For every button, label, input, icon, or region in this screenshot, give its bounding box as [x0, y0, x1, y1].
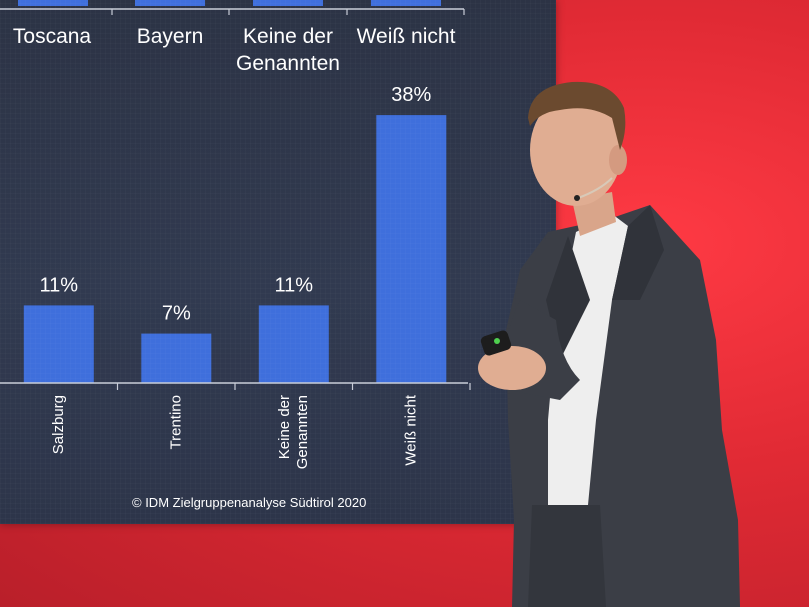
bar-2 [141, 333, 212, 383]
presenter-trousers [528, 505, 606, 607]
bar-1 [23, 305, 94, 383]
presenter-hair [528, 81, 626, 150]
category-label-line: Trentino [167, 395, 184, 449]
presenter-head [530, 94, 622, 206]
prev-bar-4 [371, 0, 441, 6]
presenter-hands [478, 346, 546, 390]
value-label-1: 11% [40, 274, 79, 296]
category-label-4: Weiß nicht [402, 394, 419, 465]
category-labels-layer: Salzburg Trentino Keine derGenannten Weiß n… [50, 394, 419, 469]
prev-bar-2 [135, 0, 205, 6]
ticks-layer [116, 383, 471, 390]
category-label-1: Salzburg [50, 395, 67, 454]
bar-4 [376, 115, 447, 383]
value-label-2: 7% [162, 303, 191, 325]
category-label-line: Genannten [294, 395, 311, 469]
top-label-weiss-nicht: Weiß nicht [357, 25, 456, 48]
clicker-led [494, 338, 500, 344]
top-label-toscana: Toscana [13, 25, 92, 48]
top-label-keine-der: Keine der [243, 25, 333, 48]
value-label-3: 11% [275, 274, 314, 296]
prev-bar-3 [253, 0, 323, 6]
bar-3 [258, 305, 329, 383]
category-label-line: Keine der [276, 395, 293, 459]
category-label-line: Weiß nicht [402, 394, 419, 465]
category-label-2: Trentino [167, 395, 184, 449]
headset-mic-tip [574, 195, 580, 201]
prev-bar-1 [18, 0, 88, 6]
previous-chart-fragment: Toscana Bayern Keine der Genannten Weiß … [0, 0, 465, 75]
presenter-ear [609, 145, 627, 175]
slide-canvas: Toscana Bayern Keine der Genannten Weiß … [0, 0, 471, 510]
source-credit: © IDM Zielgruppenanalyse Südtirol 2020 [132, 495, 366, 510]
category-label-3: Keine derGenannten [276, 395, 311, 469]
presenter-lapel-right [612, 205, 664, 300]
presentation-screen: Toscana Bayern Keine der Genannten Weiß … [0, 0, 556, 524]
bars-layer: 11% 7% 11% 38% [23, 84, 447, 383]
headset-mic [577, 177, 613, 199]
category-label-line: Salzburg [50, 395, 67, 454]
top-label-bayern: Bayern [137, 25, 204, 48]
value-label-4: 38% [391, 84, 431, 106]
top-label-genannten: Genannten [236, 52, 340, 75]
